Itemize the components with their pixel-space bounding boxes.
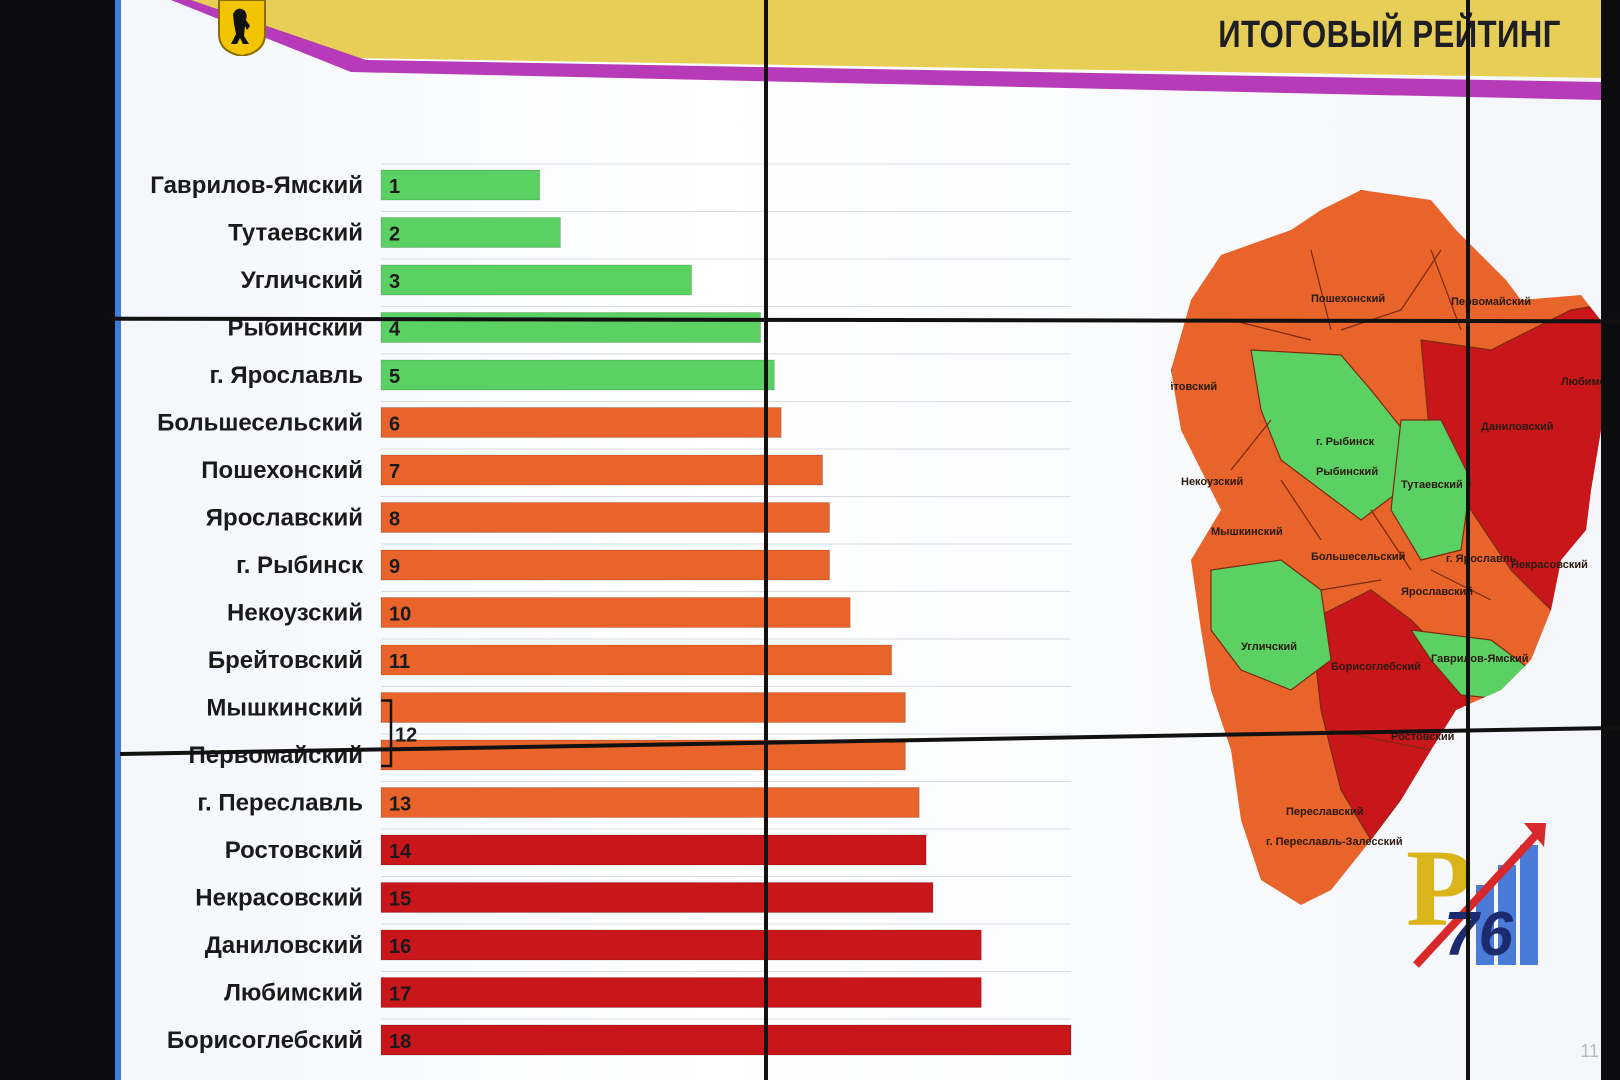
map-borders	[1230, 249, 1492, 751]
bar	[380, 1024, 1072, 1056]
category-label: Некоузский	[227, 600, 363, 627]
bar	[380, 264, 692, 296]
bar-rank-label: 3	[389, 271, 400, 293]
bar	[380, 502, 830, 533]
map-label-poshekhonsky: Пошехонский	[1311, 293, 1385, 305]
bar-rank-label: 13	[389, 794, 411, 816]
bar	[380, 217, 561, 248]
bar	[380, 644, 893, 676]
category-label: Борисоглебский	[167, 1027, 363, 1054]
bar	[380, 454, 824, 486]
bar-rank-label: 2	[389, 224, 400, 246]
region-map: Пошехонский Первомайский Брейтовский Люб…	[1171, 190, 1601, 905]
category-label: Пошехонский	[201, 457, 363, 484]
bar-rank-label: 18	[389, 1031, 411, 1053]
map-label-tutaevsky: Тутаевский	[1401, 479, 1463, 491]
bar	[380, 597, 851, 628]
category-label: Большесельский	[157, 410, 363, 437]
bar	[380, 977, 982, 1008]
bar-rank-label: 10	[389, 604, 411, 626]
bar-rank-label: 14	[389, 841, 412, 863]
bar	[380, 692, 906, 723]
bar-rank-label: 9	[389, 556, 400, 578]
bar-rank-label: 17	[389, 984, 411, 1006]
bar	[380, 407, 782, 438]
r76-logo-icon: Р 76	[1406, 823, 1546, 969]
map-label-pereslavsky: Переславский	[1286, 806, 1364, 818]
bar-rank-label: 16	[389, 936, 411, 958]
map-label-myshkinsky: Мышкинский	[1211, 526, 1283, 538]
map-label-uglichsky: Угличский	[1241, 641, 1297, 653]
banner-yellow-band	[181, 0, 1601, 78]
bar	[380, 359, 775, 391]
bar	[380, 787, 920, 818]
map-label-nekrasovsky: Некрасовский	[1511, 559, 1588, 571]
bar	[380, 169, 541, 201]
map-label-breytovsky: Брейтовский	[1171, 381, 1217, 393]
bar-rank-label: 4	[389, 319, 401, 341]
map-label-rybinsky: Рыбинский	[1316, 466, 1378, 478]
map-label-g-yaroslavl: г. Ярославль	[1446, 553, 1517, 565]
category-label: Даниловский	[205, 932, 363, 959]
map-label-borisoglebsky: Борисоглебский	[1331, 661, 1421, 673]
map-region-green-uglich	[1210, 559, 1332, 691]
bar-rank-label: 11	[389, 651, 410, 673]
bar-rank-label: 7	[389, 461, 400, 483]
bar-rank-label: 6	[389, 414, 400, 436]
tie-bracket	[381, 699, 393, 768]
category-label: Некрасовский	[195, 885, 363, 912]
map-label-pervomaysky: Первомайский	[1451, 296, 1531, 308]
category-label: Ярославский	[206, 505, 363, 532]
banner-purple-stripe	[171, 0, 1601, 100]
screen-seam-v2	[1466, 0, 1470, 1080]
page-number: 11	[1580, 1041, 1599, 1061]
category-label: Мышкинский	[206, 695, 363, 722]
bar-rank-label: 15	[389, 889, 411, 911]
presentation-screen: ИТОГОВЫЙ РЕЙТИНГ Гаврилов-Ямский 1 Тутаевс…	[115, 0, 1601, 1080]
bar-rank-label: 8	[389, 509, 400, 531]
map-region-green-rybinsky	[1250, 349, 1412, 521]
category-label: Угличский	[241, 267, 363, 294]
header-banner	[121, 0, 1601, 100]
category-label: Тутаевский	[228, 220, 363, 247]
map-label-g-pereslavl: г. Переславль-Залесский	[1266, 836, 1403, 848]
map-label-rostovsky: Ростовский	[1391, 731, 1454, 743]
logo-number: 76	[1444, 900, 1513, 969]
bar	[380, 929, 982, 961]
map-label-lyubimsky: Любимский	[1561, 376, 1601, 388]
logo-letter: Р	[1406, 827, 1473, 949]
category-label: г. Переславль	[197, 790, 363, 817]
bar-rank-label: 5	[389, 366, 400, 388]
bar	[380, 882, 934, 913]
map-label-nekouzsky: Некоузский	[1181, 476, 1243, 488]
category-label: Любимский	[224, 980, 363, 1007]
category-label: Первомайский	[189, 742, 363, 769]
category-label: Гаврилов-Ямский	[150, 172, 363, 199]
tie-rank-label: 12	[395, 724, 417, 746]
coat-of-arms-icon	[218, 0, 266, 56]
slide-title: ИТОГОВЫЙ РЕЙТИНГ	[1218, 14, 1561, 56]
bar	[380, 834, 927, 866]
screen-seam-v1	[764, 0, 768, 1080]
category-label: г. Рыбинск	[236, 552, 364, 579]
bar-rank-label: 1	[389, 176, 400, 198]
category-label: Ростовский	[225, 837, 363, 864]
bar	[380, 549, 830, 581]
map-region-green-tutaev	[1390, 419, 1472, 561]
map-label-bolsheselsky: Большесельский	[1311, 551, 1405, 563]
category-label: г. Ярославль	[209, 362, 363, 389]
map-label-danilovsky: Даниловский	[1481, 421, 1554, 433]
category-label: Брейтовский	[208, 647, 363, 674]
map-label-gavrilov-yamsky: Гаврилов-Ямский	[1431, 653, 1529, 665]
map-label-g-rybinsk: г. Рыбинск	[1316, 436, 1375, 448]
map-label-yaroslavsky: Ярославский	[1401, 586, 1473, 598]
